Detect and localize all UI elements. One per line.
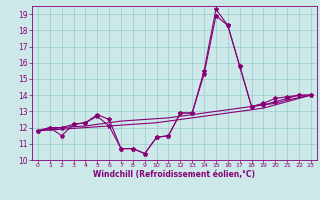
X-axis label: Windchill (Refroidissement éolien,°C): Windchill (Refroidissement éolien,°C): [93, 170, 255, 179]
